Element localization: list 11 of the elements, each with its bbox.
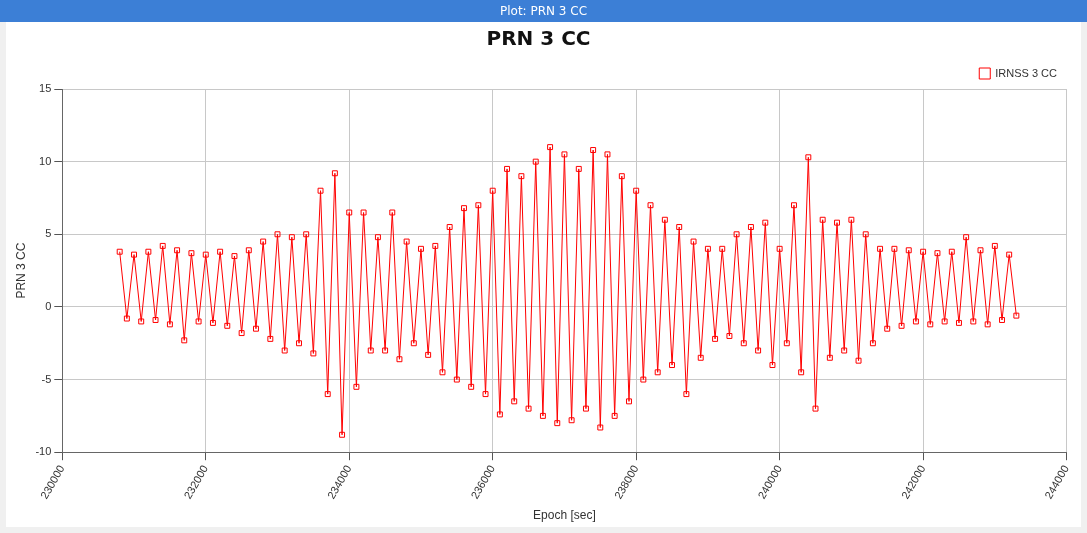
legend-label: IRNSS 3 CC	[995, 66, 1058, 79]
y-tick-label: 15	[39, 82, 52, 95]
text: Plot: PRN 3 CC	[0, 0, 1087, 22]
y-tick-label: 10	[39, 154, 52, 167]
x-axis-title: Epoch [sec]	[533, 508, 596, 523]
y-tick-label: -5	[41, 372, 52, 385]
y-tick-label: 5	[45, 227, 52, 240]
y-tick-label: -10	[35, 445, 52, 458]
y-axis-title: PRN 3 CC	[13, 242, 28, 299]
y-tick-label: 0	[45, 299, 52, 312]
chart-title: PRN 3 CC	[486, 26, 591, 51]
